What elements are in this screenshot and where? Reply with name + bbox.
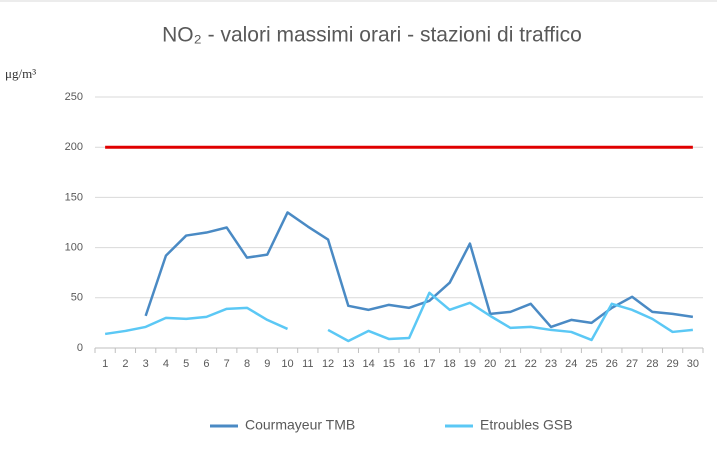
x-tick-label: 15	[383, 358, 395, 370]
x-tick-label: 13	[342, 358, 354, 370]
x-tick-label: 3	[143, 358, 149, 370]
x-tick-label: 8	[244, 358, 250, 370]
x-tick-label: 7	[224, 358, 230, 370]
x-tick-label: 26	[606, 358, 618, 370]
x-tick-label: 10	[281, 358, 293, 370]
x-tick-label: 22	[525, 358, 537, 370]
x-tick-label: 28	[646, 358, 658, 370]
series-line	[144, 211, 694, 329]
x-tick-label: 12	[322, 358, 334, 370]
y-tick-label: 50	[71, 292, 83, 304]
x-tick-label: 25	[585, 358, 597, 370]
legend-label: Etroubles GSB	[480, 417, 573, 433]
legend-label: Courmayeur TMB	[245, 417, 355, 433]
y-tick-label: 100	[65, 242, 83, 254]
x-tick-label: 11	[302, 358, 313, 370]
x-tick-label: 20	[484, 358, 496, 370]
x-tick-label: 16	[403, 358, 415, 370]
x-tick-label: 4	[163, 358, 169, 370]
y-axis-label: μg/m³	[5, 66, 36, 81]
x-tick-label: 9	[264, 358, 270, 370]
x-tick-label: 1	[102, 358, 108, 370]
series-line	[104, 291, 693, 343]
x-tick-label: 6	[203, 358, 209, 370]
x-tick-label: 29	[666, 358, 678, 370]
x-tick-label: 5	[183, 358, 189, 370]
x-tick-label: 17	[423, 358, 435, 370]
y-tick-label: 200	[65, 141, 83, 153]
y-tick-label: 150	[65, 191, 83, 203]
x-tick-label: 18	[444, 358, 456, 370]
y-tick-label: 0	[77, 342, 83, 354]
x-tick-label: 27	[626, 358, 638, 370]
x-tick-label: 14	[362, 358, 374, 370]
x-tick-label: 24	[565, 358, 577, 370]
x-tick-label: 19	[464, 358, 476, 370]
chart-title: NO₂ - valori massimi orari - stazioni di…	[162, 24, 582, 47]
x-tick-label: 21	[504, 358, 516, 370]
x-tick-label: 23	[545, 358, 557, 370]
y-tick-label: 250	[65, 91, 83, 103]
x-tick-label: 2	[122, 358, 128, 370]
x-tick-label: 30	[687, 358, 699, 370]
